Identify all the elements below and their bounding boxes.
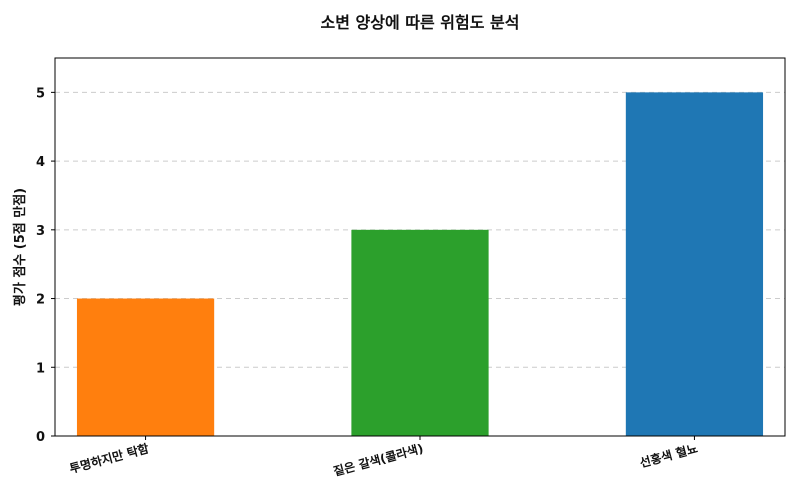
y-tick-label: 3 [36,224,45,239]
y-tick-label: 2 [36,293,45,308]
chart-title: 소변 양상에 따른 위험도 분석 [321,13,520,32]
y-tick-label: 0 [36,430,45,445]
y-tick-label: 5 [36,86,45,101]
x-axis-ticks: 투명하지만 탁함 짙은 갈색(콜라색) 선홍색 혈뇨 [68,436,699,479]
x-tick-label: 선홍색 혈뇨 [638,440,699,470]
x-tick-label: 투명하지만 탁함 [68,440,151,476]
y-axis-ticks: 0 1 2 3 4 5 [36,86,55,445]
bar [625,92,764,436]
y-tick-label: 4 [36,155,45,170]
bar [351,229,489,436]
y-tick-label: 1 [36,361,45,376]
x-tick-label: 짙은 갈색(콜라색) [332,440,425,478]
bars [76,92,764,436]
y-axis-label: 평가 점수 (5점 만점) [12,188,28,306]
bar [76,298,215,436]
